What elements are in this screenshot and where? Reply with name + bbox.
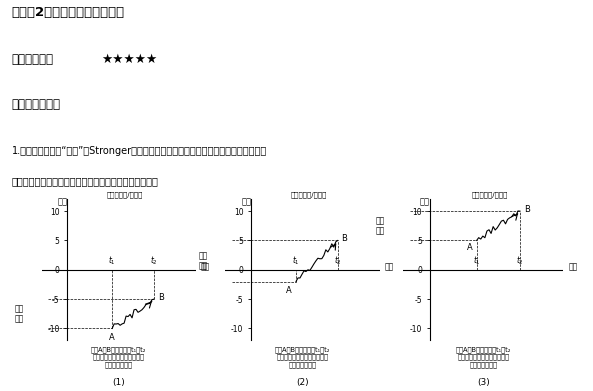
Text: $t_1$: $t_1$ xyxy=(292,255,300,267)
Text: 基差: 基差 xyxy=(420,198,430,207)
Text: B: B xyxy=(158,293,164,302)
Text: (1): (1) xyxy=(112,378,125,387)
Text: 知识点2：基差走强与基差走弱: 知识点2：基差走强与基差走弱 xyxy=(12,5,125,19)
Text: 基差: 基差 xyxy=(58,198,68,207)
Text: (2): (2) xyxy=(296,378,309,387)
Text: A: A xyxy=(467,243,473,253)
Text: 【难易程度】难: 【难易程度】难 xyxy=(12,98,61,111)
Text: $t_2$: $t_2$ xyxy=(516,255,524,267)
Text: 时间: 时间 xyxy=(568,262,578,271)
Text: 【考频指数】: 【考频指数】 xyxy=(12,52,54,66)
Text: 1.基差变大，称为“走强”（Stronger）：现货价格涨幅超过期货价格涨幅，以及现货价格: 1.基差变大，称为“走强”（Stronger）：现货价格涨幅超过期货价格涨幅，以… xyxy=(12,146,267,156)
Text: B: B xyxy=(524,205,530,214)
Text: A: A xyxy=(286,285,292,295)
Text: 注：A和B分别表示在t₁和t₂
两个时点上的基差，箭头代表
基差变动的方向: 注：A和B分别表示在t₁和t₂ 两个时点上的基差，箭头代表 基差变动的方向 xyxy=(275,346,330,368)
Text: 注：A和B分别表示在t₁和t₂
两个时点上的基差，箭头代表
基差变动的方向: 注：A和B分别表示在t₁和t₂ 两个时点上的基差，箭头代表 基差变动的方向 xyxy=(91,346,146,368)
Text: 时间: 时间 xyxy=(384,262,394,271)
Text: $t_1$: $t_1$ xyxy=(473,255,480,267)
Text: $t_1$: $t_1$ xyxy=(109,255,116,267)
Text: 基差
走强: 基差 走强 xyxy=(375,216,384,235)
Text: B: B xyxy=(342,234,347,243)
Text: ★★★★★: ★★★★★ xyxy=(101,52,157,66)
Text: (3): (3) xyxy=(477,378,490,387)
Text: 基差
走强: 基差 走强 xyxy=(198,251,208,271)
Text: 单位：美分/蒲式耳: 单位：美分/蒲式耳 xyxy=(291,192,327,198)
Text: $t_2$: $t_2$ xyxy=(334,255,342,267)
Text: $t_2$: $t_2$ xyxy=(150,255,158,267)
Text: 单位：美分/蒲式耳: 单位：美分/蒲式耳 xyxy=(107,192,144,198)
Text: 单位：美分/蒲式耳: 单位：美分/蒲式耳 xyxy=(472,192,508,198)
Text: A: A xyxy=(109,332,115,342)
Text: 注：A和B分别表示在t₁和t₂
两个时点上的基差，箭头代表
基差变动的方向: 注：A和B分别表示在t₁和t₂ 两个时点上的基差，箭头代表 基差变动的方向 xyxy=(455,346,511,368)
Text: 时间: 时间 xyxy=(200,262,210,271)
Text: 基差
走强: 基差 走强 xyxy=(14,304,24,323)
Text: 基差: 基差 xyxy=(241,198,251,207)
Text: 跌幅小于期货价格跌幅。意味着现货价格走势相对较强。: 跌幅小于期货价格跌幅。意味着现货价格走势相对较强。 xyxy=(12,176,159,187)
